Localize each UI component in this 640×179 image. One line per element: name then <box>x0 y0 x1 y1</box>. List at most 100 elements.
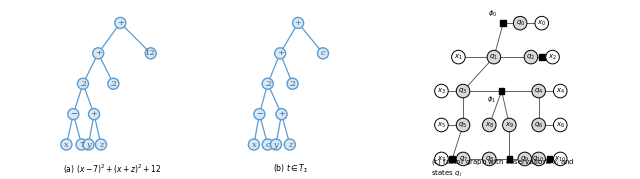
Text: $\phi_1$: $\phi_1$ <box>487 95 496 105</box>
Bar <box>500 20 506 26</box>
Text: $x_3$: $x_3$ <box>437 86 446 96</box>
Text: $x_6$: $x_6$ <box>556 120 565 130</box>
Circle shape <box>145 48 156 59</box>
Circle shape <box>262 139 273 150</box>
Circle shape <box>317 48 328 59</box>
Circle shape <box>115 17 126 28</box>
Text: x: x <box>252 141 256 149</box>
Text: $q_2$: $q_2$ <box>527 52 536 62</box>
Circle shape <box>502 118 516 132</box>
Circle shape <box>483 118 496 132</box>
Circle shape <box>535 16 548 30</box>
Text: z: z <box>287 141 292 149</box>
Circle shape <box>76 139 87 150</box>
Circle shape <box>456 118 470 132</box>
Circle shape <box>275 48 285 59</box>
Bar <box>449 156 455 162</box>
Text: (b) $t \in T_{\Sigma}$: (b) $t \in T_{\Sigma}$ <box>273 163 309 175</box>
Text: $q_8$: $q_8$ <box>484 154 494 164</box>
Text: (a) $(x-7)^2+(x+z)^2+12$: (a) $(x-7)^2+(x+z)^2+12$ <box>63 163 161 176</box>
Circle shape <box>435 118 448 132</box>
Circle shape <box>248 139 259 150</box>
Circle shape <box>456 84 470 98</box>
Text: $x_{10}$: $x_{10}$ <box>554 154 566 164</box>
Circle shape <box>271 139 282 150</box>
Circle shape <box>68 109 79 120</box>
Bar <box>539 54 545 60</box>
Circle shape <box>262 78 273 89</box>
Circle shape <box>524 50 538 64</box>
Text: c: c <box>266 141 270 149</box>
Text: $x_7$: $x_7$ <box>437 154 446 164</box>
Circle shape <box>554 118 567 132</box>
Text: +: + <box>294 19 301 27</box>
Text: $x_4$: $x_4$ <box>556 86 565 96</box>
Circle shape <box>554 84 567 98</box>
Circle shape <box>532 118 545 132</box>
Circle shape <box>287 78 298 89</box>
Text: $q_9$: $q_9$ <box>520 154 529 164</box>
Text: $x_0$: $x_0$ <box>537 19 547 28</box>
Text: $q_1$: $q_1$ <box>490 52 499 62</box>
Circle shape <box>292 17 303 28</box>
Circle shape <box>108 78 119 89</box>
Text: +: + <box>91 110 97 118</box>
Circle shape <box>254 109 265 120</box>
Circle shape <box>452 50 465 64</box>
Text: $q_6$: $q_6$ <box>534 120 543 130</box>
Text: $x_1$: $x_1$ <box>454 52 463 62</box>
Circle shape <box>95 139 106 150</box>
Circle shape <box>456 152 470 166</box>
Bar <box>536 122 541 128</box>
Text: −: − <box>256 110 263 118</box>
Circle shape <box>483 152 496 166</box>
Circle shape <box>276 109 287 120</box>
Text: $\phi_0$: $\phi_0$ <box>488 9 498 19</box>
Circle shape <box>88 109 100 120</box>
Bar <box>507 156 512 162</box>
Text: .2: .2 <box>79 80 87 88</box>
Text: $q_7$: $q_7$ <box>458 154 468 164</box>
Text: $q_3$: $q_3$ <box>458 86 468 96</box>
Text: $q_5$: $q_5$ <box>458 120 468 130</box>
Text: −: − <box>70 110 77 118</box>
Circle shape <box>77 78 88 89</box>
Text: +: + <box>276 49 284 57</box>
Circle shape <box>83 139 94 150</box>
Text: +: + <box>278 110 285 118</box>
Circle shape <box>284 139 295 150</box>
Circle shape <box>532 152 545 166</box>
Bar <box>491 54 497 60</box>
Circle shape <box>93 48 104 59</box>
Text: $x_2$: $x_2$ <box>548 52 557 62</box>
Text: $x_9$: $x_9$ <box>505 120 514 130</box>
Text: x: x <box>64 141 68 149</box>
Bar <box>499 88 504 94</box>
Text: y: y <box>274 141 278 149</box>
Text: $x_8$: $x_8$ <box>484 120 494 130</box>
Circle shape <box>513 16 527 30</box>
Text: +: + <box>117 19 124 27</box>
Text: 12: 12 <box>145 49 156 57</box>
Text: $q_0$: $q_0$ <box>515 19 525 28</box>
Text: $q_{10}$: $q_{10}$ <box>532 154 545 164</box>
Circle shape <box>554 152 567 166</box>
Bar <box>547 156 552 162</box>
Text: +: + <box>95 49 102 57</box>
Text: z: z <box>99 141 103 149</box>
Text: .2: .2 <box>264 80 271 88</box>
Circle shape <box>435 152 448 166</box>
Text: y: y <box>86 141 91 149</box>
Circle shape <box>435 84 448 98</box>
Text: .2: .2 <box>109 80 117 88</box>
Circle shape <box>532 84 545 98</box>
Text: $x_5$: $x_5$ <box>437 120 446 130</box>
Circle shape <box>518 152 532 166</box>
Bar <box>460 122 466 128</box>
Text: c: c <box>321 49 325 57</box>
Circle shape <box>61 139 72 150</box>
Circle shape <box>487 50 500 64</box>
Text: (c) factor graph with observations $x_i$ and
states $q_i$: (c) factor graph with observations $x_i$… <box>431 157 574 179</box>
Text: $q_4$: $q_4$ <box>534 86 543 96</box>
Circle shape <box>546 50 559 64</box>
